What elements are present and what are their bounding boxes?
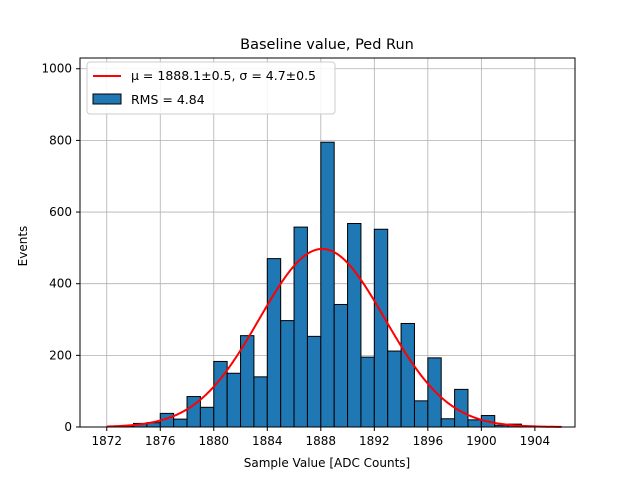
histogram-bar [413, 400, 429, 428]
plot-area: 1872 1876 1880 1884 1888 1892 1896 1900 1904 0 200… [41, 57, 576, 448]
x-tick-label: 1900 [466, 434, 497, 448]
legend-fit-sigma: σ = 4.7±0.5 [239, 68, 316, 83]
legend-fit-mu: μ = 1888.1±0.5 [131, 68, 231, 83]
x-tick-label: 1888 [306, 434, 337, 448]
histogram-bar [199, 406, 215, 428]
x-tick-label: 1876 [145, 434, 176, 448]
gaussian-fit-curve [106, 247, 562, 428]
histogram-bar [320, 141, 335, 428]
histogram-bar [266, 258, 282, 428]
x-tick-label: 1872 [91, 434, 122, 448]
y-tick-label: 0 [64, 420, 72, 434]
histogram-bar [240, 335, 255, 428]
histogram-bar [467, 419, 482, 428]
histogram-bar [280, 320, 295, 428]
x-tick-label: 1884 [252, 434, 283, 448]
legend-fit-label: μ = 1888.1±0.5, σ = 4.7±0.5 [131, 68, 316, 83]
chart-title: Baseline value, Ped Run [240, 37, 414, 53]
histogram-bar [293, 226, 308, 428]
histogram-bar [400, 322, 415, 428]
x-tick-label: 1896 [413, 434, 444, 448]
x-axis-label: Sample Value [ADC Counts] [244, 456, 410, 470]
x-tick-label: 1892 [359, 434, 390, 448]
x-tick-label: 1880 [199, 434, 230, 448]
histogram-bar [253, 376, 268, 428]
y-tick-label: 600 [49, 205, 72, 219]
histogram-bar [306, 335, 322, 428]
histogram-bar [387, 350, 402, 428]
histogram-bar [360, 356, 375, 428]
legend: μ = 1888.1±0.5, σ = 4.7±0.5 RMS = 4.84 [86, 61, 336, 115]
histogram-bar [427, 357, 442, 428]
legend-frame [86, 61, 336, 115]
histogram-bar [373, 228, 389, 428]
histogram-bar [347, 223, 362, 428]
legend-histogram-label: RMS = 4.84 [131, 92, 205, 107]
y-tick-label: 800 [49, 133, 72, 147]
histogram-bar [333, 303, 349, 428]
y-tick-label: 400 [49, 277, 72, 291]
y-tick-label: 200 [49, 348, 72, 362]
histogram-bar [440, 418, 456, 428]
histogram-bar [226, 372, 242, 428]
axes-frame [79, 57, 576, 428]
y-tick-label: 1000 [41, 62, 72, 76]
legend-histogram-swatch [92, 93, 122, 105]
x-tick-label: 1904 [520, 434, 551, 448]
histogram-bar [173, 418, 188, 428]
y-axis-label: Events [16, 226, 30, 267]
